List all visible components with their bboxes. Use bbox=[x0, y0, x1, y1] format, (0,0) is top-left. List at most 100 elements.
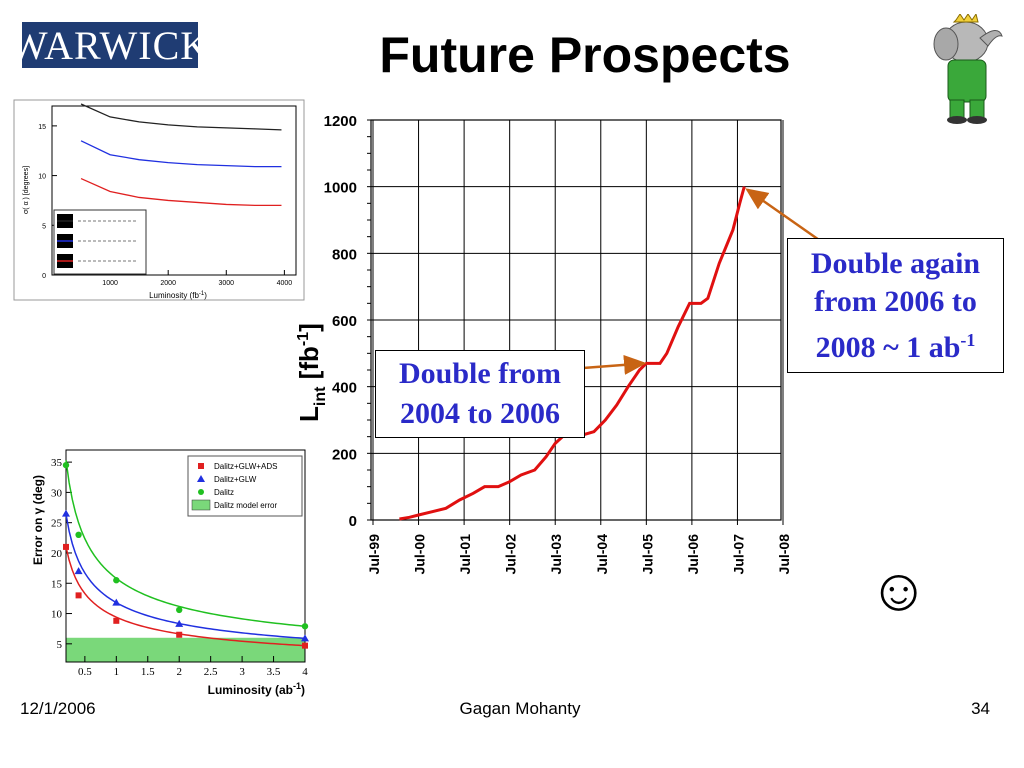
double-again-sup: -1 bbox=[960, 329, 976, 350]
warwick-logo: WARWICK bbox=[10, 22, 209, 68]
sigma-x-label-main: Luminosity (fb bbox=[149, 291, 199, 300]
sigma-x-tick-label: 3000 bbox=[218, 280, 234, 287]
sigma-y-tick-label: 10 bbox=[38, 174, 46, 181]
sigma-x-label-close: ) bbox=[204, 291, 207, 300]
sigma-y-tick-label: 0 bbox=[42, 273, 46, 280]
gamma-legend-label: Dalitz+GLW bbox=[214, 475, 257, 484]
sigma-series-line-2 bbox=[80, 177, 282, 207]
gamma-y-tick-label: 5 bbox=[57, 639, 63, 651]
gamma-x-tick-label: 3 bbox=[239, 666, 245, 678]
y-tick-label: 1200 bbox=[324, 113, 357, 130]
gamma-point-square bbox=[302, 642, 308, 649]
gamma-legend-triangle bbox=[197, 475, 205, 482]
gamma-legend-label: Dalitz+GLW+ADS bbox=[214, 462, 277, 471]
arrow-double-from bbox=[582, 354, 647, 375]
double-again-line-2: from 2006 to bbox=[814, 284, 977, 318]
double-from-annotation: Double from 2004 to 2006 bbox=[375, 350, 585, 438]
gamma-legend-band bbox=[191, 499, 211, 511]
y-tick-label: 600 bbox=[332, 313, 357, 330]
gamma-point-circle bbox=[176, 606, 183, 614]
y-axis-label-unit: [fb bbox=[294, 346, 324, 386]
gamma-point-triangle bbox=[62, 509, 70, 517]
arrow-double-again bbox=[745, 188, 823, 244]
sigma-series-line-0 bbox=[80, 103, 282, 131]
gamma-x-tick-label: 2 bbox=[176, 666, 182, 678]
gamma-y-tick-label: 10 bbox=[51, 609, 63, 621]
gamma-legend-label: Dalitz bbox=[214, 488, 234, 497]
gamma-x-label-main: Luminosity (ab bbox=[208, 683, 293, 697]
footer-date: 12/1/2006 bbox=[20, 699, 96, 718]
gamma-x-label-close: ) bbox=[301, 683, 305, 697]
x-tick-label: Jul-02 bbox=[503, 534, 519, 575]
x-tick-label: Jul-06 bbox=[685, 534, 701, 575]
gamma-y-tick-label: 35 bbox=[51, 457, 63, 469]
gamma-point-square bbox=[75, 592, 82, 599]
double-again-line-1: Double again bbox=[810, 246, 981, 280]
double-again-annotation: Double again from 2006 to 2008 ~ 1 ab-1 bbox=[787, 238, 1004, 373]
sigma-x-axis-label: Luminosity (fb-1) bbox=[149, 291, 207, 300]
x-tick-label: Jul-01 bbox=[457, 534, 473, 575]
x-tick-label: Jul-99 bbox=[366, 534, 382, 575]
gamma-point-circle bbox=[75, 531, 82, 538]
footer-author: Gagan Mohanty bbox=[459, 699, 581, 718]
gamma-x-tick-label: 4 bbox=[302, 666, 308, 678]
gamma-y-axis-label: Error on γ (deg) bbox=[31, 475, 45, 565]
gamma-point-triangle bbox=[175, 619, 184, 627]
logo-text: WARWICK bbox=[9, 22, 211, 68]
gamma-point-circle bbox=[113, 577, 120, 584]
y-axis-label-sub: int bbox=[312, 386, 329, 406]
y-tick-label: 800 bbox=[332, 246, 357, 263]
y-axis-label-sup: -1 bbox=[295, 332, 312, 346]
x-tick-label: Jul-04 bbox=[594, 534, 610, 575]
sigma-y-axis-label: σ( α ) [degrees] bbox=[23, 166, 30, 214]
gamma-legend-label: Dalitz model error bbox=[214, 501, 277, 510]
double-from-line-1: Double from bbox=[399, 357, 561, 390]
gamma-point-square bbox=[176, 631, 183, 638]
footer-page-number: 34 bbox=[971, 699, 990, 718]
x-tick-label: Jul-08 bbox=[776, 534, 792, 575]
gamma-model-error-band bbox=[66, 637, 305, 662]
gamma-point-triangle bbox=[74, 567, 83, 575]
gamma-fit-curve-0 bbox=[65, 546, 306, 647]
gamma-x-tick-label: 1.5 bbox=[141, 666, 155, 678]
gamma-legend-circle bbox=[198, 489, 204, 495]
x-tick-label: Jul-05 bbox=[639, 534, 655, 575]
gamma-x-tick-label: 3.5 bbox=[267, 666, 281, 678]
sigma-y-tick-label: 5 bbox=[42, 223, 46, 230]
x-tick-label: Jul-03 bbox=[548, 534, 564, 575]
gamma-y-tick-label: 20 bbox=[51, 548, 63, 560]
gamma-point-triangle bbox=[112, 598, 121, 606]
double-from-line-2: 2004 to 2006 bbox=[399, 397, 560, 430]
gamma-x-label-sup: -1 bbox=[293, 681, 301, 691]
gamma-fit-curve-2 bbox=[65, 460, 306, 628]
sigma-x-tick-label: 2000 bbox=[160, 280, 176, 287]
sigma-x-label-sup: -1 bbox=[199, 291, 205, 297]
gamma-fit-curve-1 bbox=[65, 514, 306, 640]
smiley-icon: ☺ bbox=[868, 556, 930, 623]
gamma-x-axis-label: Luminosity (ab-1) bbox=[208, 681, 305, 697]
gamma-point-circle bbox=[301, 623, 309, 630]
y-axis-label: Lint [fb-1] bbox=[294, 323, 329, 422]
gamma-y-tick-label: 15 bbox=[51, 578, 63, 590]
sigma-x-tick-label: 1000 bbox=[102, 280, 118, 287]
sigma-plot-area bbox=[51, 105, 297, 276]
gamma-legend-square bbox=[198, 463, 204, 469]
luminosity-series-line bbox=[399, 186, 746, 521]
gamma-y-tick-label: 30 bbox=[51, 487, 63, 499]
y-tick-label: 1000 bbox=[324, 180, 357, 197]
gamma-point-triangle bbox=[301, 634, 309, 642]
x-tick-label: Jul-07 bbox=[730, 534, 746, 575]
gamma-y-tick-label: 25 bbox=[51, 518, 63, 530]
sigma-x-tick-label: 4000 bbox=[277, 280, 293, 287]
elephant-mascot-icon bbox=[933, 14, 1003, 124]
gamma-plot-area bbox=[65, 449, 306, 663]
sigma-series-line-1 bbox=[80, 140, 282, 168]
slide-title: Future Prospects bbox=[379, 27, 791, 83]
double-again-line-3-text: 2008 ~ 1 ab bbox=[815, 330, 961, 364]
gamma-x-tick-label: 2.5 bbox=[204, 666, 218, 678]
gamma-x-tick-label: 1 bbox=[114, 666, 120, 678]
gamma-x-tick-label: 0.5 bbox=[78, 666, 92, 678]
